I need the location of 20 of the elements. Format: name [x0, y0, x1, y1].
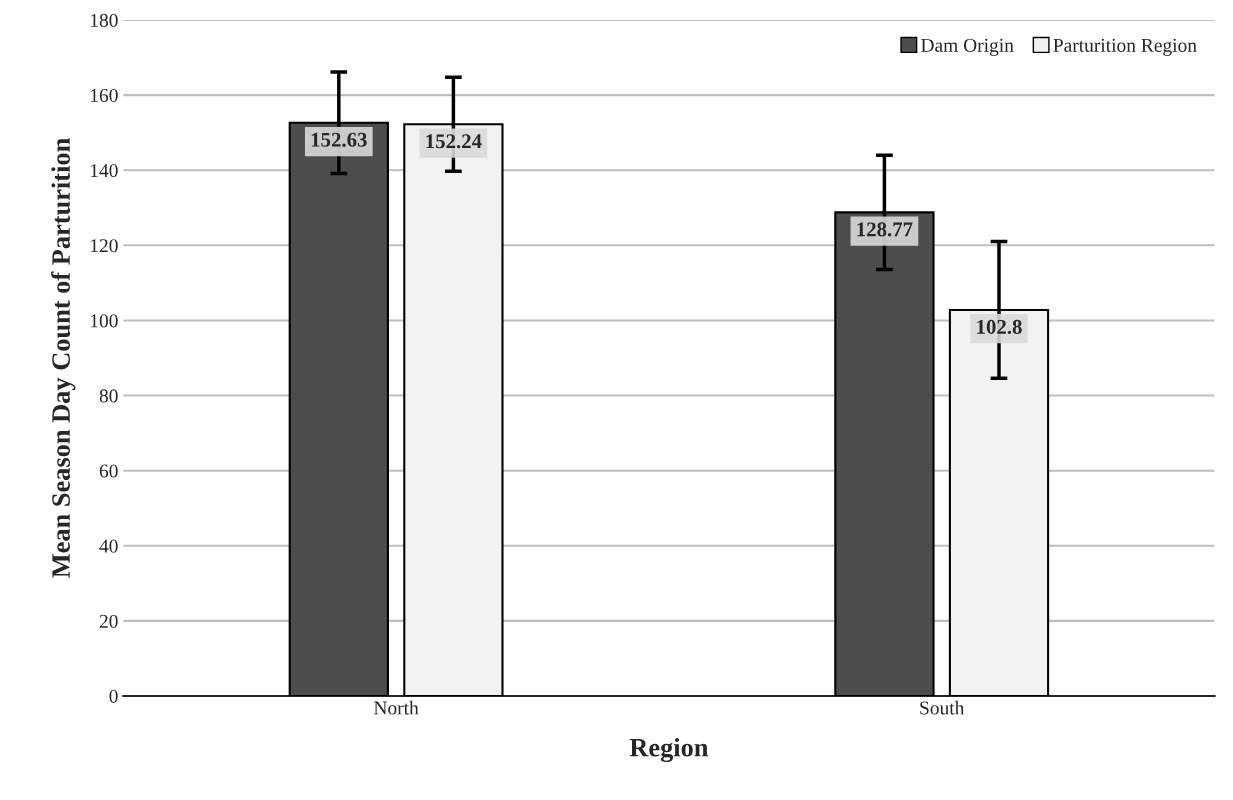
data-label: 128.77 [857, 222, 913, 237]
data-label: 102.8 [977, 319, 1022, 335]
y-tick-label: 20 [99, 614, 118, 628]
x-axis-title: Region [629, 737, 709, 763]
y-tick-label: 0 [109, 689, 118, 703]
data-label: 152.63 [311, 132, 367, 147]
y-tick-label: 160 [90, 88, 118, 103]
legend-label: Parturition Region [1053, 38, 1197, 56]
data-label: 152.24 [426, 134, 482, 149]
y-tick-label: 40 [99, 539, 118, 553]
y-tick-label: 60 [99, 464, 118, 478]
y-axis-title: Mean Season Day Count of Parturition [51, 138, 76, 578]
y-tick-label: 80 [99, 389, 118, 403]
x-tick-label: North [373, 700, 419, 715]
y-tick-label: 180 [90, 13, 118, 27]
y-tick-label: 100 [90, 314, 118, 328]
legend-label: Dam Origin [921, 38, 1014, 56]
y-tick-label: 140 [90, 164, 118, 178]
y-tick-label: 120 [90, 239, 118, 253]
x-tick-label: South [920, 700, 965, 715]
